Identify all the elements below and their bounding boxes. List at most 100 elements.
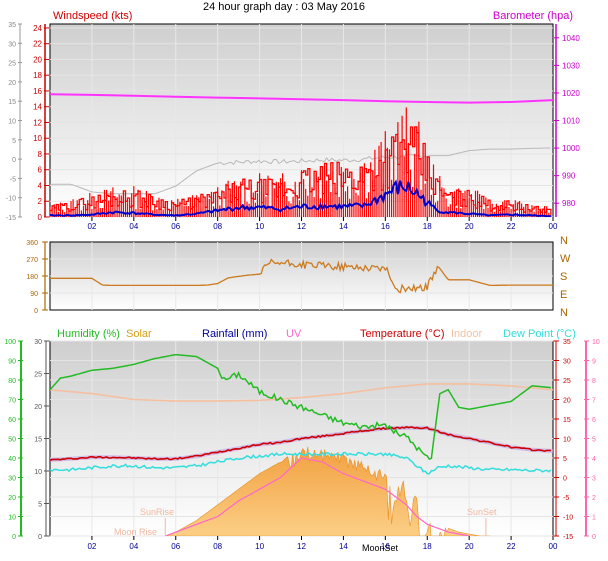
tick-label: -15 (6, 215, 16, 222)
moonset-label: MoonSet (362, 543, 399, 553)
humidity-legend: Humidity (%) (57, 328, 120, 340)
tick-label: 06 (171, 222, 180, 231)
tick-label: 10 (592, 339, 600, 346)
tick-label: 90 (8, 359, 16, 366)
tick-label: 7 (592, 398, 596, 405)
tick-label: -10 (6, 196, 16, 203)
tick-label: 360 (26, 240, 38, 247)
tick-label: 14 (339, 222, 348, 231)
tick-label: N (560, 307, 568, 319)
tick-label: W (560, 253, 571, 265)
tick-label: 14 (33, 103, 42, 112)
indoor-line (50, 383, 553, 402)
temperature-panel-axes: 1009080706050403020100302520151050353025… (4, 339, 600, 551)
tick-label: 04 (129, 542, 138, 551)
tick-label: 0 (38, 213, 43, 222)
tick-label: 15 (563, 417, 571, 424)
tick-label: 5 (12, 138, 16, 145)
tick-label: 4 (592, 456, 596, 463)
tick-label: 15 (34, 437, 42, 444)
tick-label: 1010 (562, 117, 580, 126)
tick-label: 5 (563, 456, 567, 463)
tick-label: 20 (465, 222, 474, 231)
tick-label: 10 (8, 119, 16, 126)
tick-label: 16 (381, 542, 390, 551)
tick-label: 22 (33, 40, 42, 49)
tick-label: 22 (507, 222, 516, 231)
tick-label: 12 (297, 542, 306, 551)
tick-label: 1020 (562, 89, 580, 98)
tick-label: 60 (8, 417, 16, 424)
tick-label: 980 (562, 199, 576, 208)
tick-label: 00 (549, 542, 558, 551)
tick-label: 4 (38, 181, 43, 190)
tick-label: 270 (26, 257, 38, 264)
tick-label: 3 (592, 476, 596, 483)
tick-label: 10 (255, 222, 264, 231)
dew-point-legend: Dew Point (°C) (503, 328, 576, 340)
tick-label: 1030 (562, 61, 580, 70)
tick-label: 6 (38, 166, 43, 175)
tick-label: 18 (423, 542, 432, 551)
tick-label: 20 (8, 80, 16, 87)
tick-label: 0 (12, 157, 16, 164)
wind-panel-axes: 35302520151050-5-10-15242220181614121086… (6, 22, 580, 231)
tick-label: 25 (563, 378, 571, 385)
tick-label: 02 (87, 542, 96, 551)
tick-label: 08 (213, 222, 222, 231)
direction-panel-series (50, 258, 553, 294)
temperature-panel-series (50, 353, 553, 536)
tick-label: 0 (592, 534, 596, 541)
tick-label: -10 (563, 515, 573, 522)
tick-label: 18 (33, 71, 42, 80)
tick-label: 10 (255, 542, 264, 551)
indoor-legend: Indoor (451, 328, 483, 340)
tick-label: 990 (562, 172, 576, 181)
wind-panel-series (50, 93, 553, 217)
tick-label: 16 (381, 222, 390, 231)
wind-average-line (50, 179, 551, 217)
tick-label: -5 (10, 176, 16, 183)
wind-direction-line (50, 258, 553, 294)
tick-label: 10 (8, 515, 16, 522)
windspeed-legend: Windspeed (kts) (53, 10, 132, 22)
tick-label: 2 (38, 197, 43, 206)
uv-line (165, 457, 470, 536)
tick-label: -15 (563, 534, 573, 541)
barometer-legend: Barometer (hpa) (493, 10, 573, 22)
tick-label: 35 (8, 22, 16, 29)
tick-label: 5 (592, 437, 596, 444)
tick-label: 5 (38, 502, 42, 509)
tick-label: 9 (592, 359, 596, 366)
tick-label: 24 (33, 24, 42, 33)
tick-label: 30 (563, 359, 571, 366)
tick-label: -5 (563, 495, 569, 502)
tick-label: 35 (563, 339, 571, 346)
tick-label: N (560, 235, 568, 247)
tick-label: 15 (8, 99, 16, 106)
tick-label: 20 (34, 404, 42, 411)
chart-title: 24 hour graph day : 03 May 2016 (203, 1, 365, 13)
sunrise-label: SunRise (140, 507, 174, 517)
tick-label: 80 (8, 378, 16, 385)
tick-label: 100 (4, 339, 16, 346)
tick-label: 8 (592, 378, 596, 385)
tick-label: 12 (297, 222, 306, 231)
tick-label: 0 (34, 308, 38, 315)
wind-panel-grid (50, 24, 553, 218)
tick-label: 1000 (562, 144, 580, 153)
tick-label: 70 (8, 398, 16, 405)
tick-label: 1 (592, 515, 596, 522)
moonrise-label: Moon Rise (114, 527, 157, 537)
tick-label: 08 (213, 542, 222, 551)
tick-label: E (560, 289, 567, 301)
tick-label: 02 (87, 222, 96, 231)
humidity-line (50, 353, 551, 461)
tick-label: 50 (8, 437, 16, 444)
solar-area (165, 446, 491, 536)
temperature-line (50, 426, 551, 462)
direction-panel-grid (50, 242, 553, 310)
